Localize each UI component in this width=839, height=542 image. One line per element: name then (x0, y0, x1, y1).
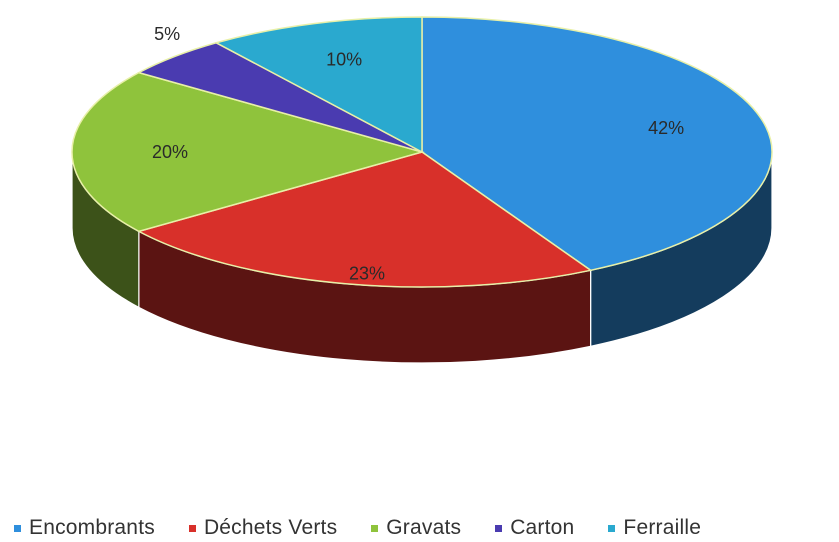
legend: Encombrants Déchets Verts Gravats Carton… (0, 514, 839, 542)
legend-item-carton: Carton (495, 516, 574, 540)
legend-item-encombrants: Encombrants (14, 516, 155, 540)
pie-slice-ferraille (214, 16, 423, 154)
pie-slice-gravats (71, 71, 425, 233)
legend-item-gravats: Gravats (371, 516, 461, 540)
pie-slice-encombrants (421, 16, 773, 272)
legend-label: Ferraille (623, 516, 702, 539)
legend-swatch (188, 524, 196, 532)
legend-item-dechets-verts: Déchets Verts (188, 516, 338, 540)
legend-label: Déchets Verts (203, 516, 338, 539)
legend-label: Carton (510, 516, 575, 539)
legend-swatch (371, 524, 379, 532)
legend-item-ferraille: Ferraille (608, 516, 701, 540)
data-label: 23% (349, 263, 385, 283)
data-label: 42% (648, 118, 684, 138)
pie-labels: 42% 23% 20% 5% 10% (152, 24, 684, 283)
legend-label: Encombrants (29, 516, 155, 539)
legend-swatch (14, 524, 21, 532)
legend-swatch (608, 524, 616, 532)
data-label: 10% (326, 50, 362, 70)
legend-label: Gravats (386, 516, 462, 539)
data-label: 20% (152, 142, 188, 162)
pie-slice-d-chets-verts (136, 151, 593, 288)
pie-sides (71, 151, 773, 364)
data-label: 5% (154, 24, 180, 44)
legend-swatch (495, 524, 503, 532)
pie-top (71, 16, 773, 288)
